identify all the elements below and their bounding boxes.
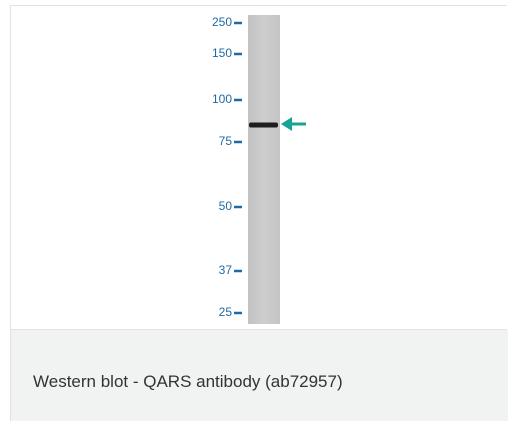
marker-label: 37 [219,263,233,277]
marker-label: 25 [219,305,233,319]
marker-label: 75 [219,134,233,148]
marker-label: 150 [212,46,232,60]
arrow [281,117,306,131]
blot-image-frame: 250 150 100 75 50 37 25 [10,5,507,330]
page: 250 150 100 75 50 37 25 Western blot - QARS an… [0,0,508,421]
blot-lane [248,15,280,324]
marker-label: 50 [219,199,233,213]
caption-panel: Western blot - QARS antibody (ab72957) [10,330,508,421]
blot-band [249,123,278,128]
marker-label: 250 [212,15,232,29]
blot-image: 250 150 100 75 50 37 25 [11,6,507,330]
marker-label: 100 [212,92,232,106]
caption: Western blot - QARS antibody (ab72957) [33,372,343,392]
